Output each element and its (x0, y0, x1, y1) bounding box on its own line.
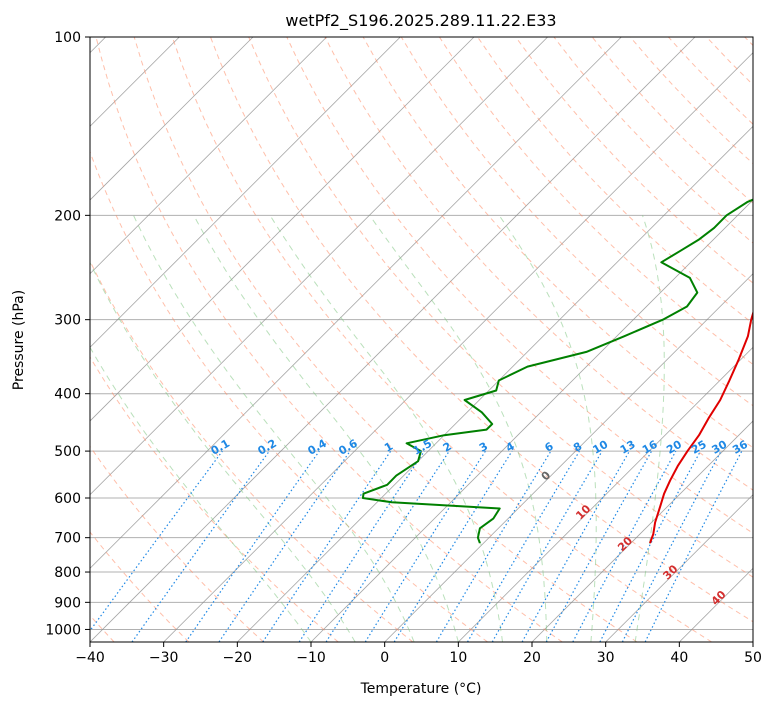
moist-adiabat-line (634, 215, 665, 642)
dry-adiabat-line (90, 150, 488, 642)
x-tick-label: 50 (744, 650, 762, 666)
mixing-ratio-line (521, 450, 631, 642)
mixing-ratio-line (644, 450, 743, 642)
temperature-trace (649, 309, 753, 544)
x-tick-label: 0 (380, 650, 389, 666)
background-lines (90, 37, 753, 642)
mixing-ratio-line (572, 450, 677, 642)
dry-adiabat-line (248, 37, 753, 578)
y-tick-label: 1000 (45, 622, 81, 638)
dry-adiabat-line (210, 37, 753, 623)
isotherm-line (237, 125, 753, 642)
x-tick-label: 40 (670, 650, 688, 666)
isotherm-line (90, 37, 696, 642)
mixing-ratio-line (325, 450, 450, 642)
dry-adiabat-line (515, 37, 753, 284)
x-tick-label: −40 (75, 650, 105, 666)
y-tick-label: 400 (54, 387, 81, 403)
x-tick-label: 30 (597, 650, 615, 666)
y-tick-label: 800 (54, 565, 81, 581)
y-axis-title: Pressure (hPa) (11, 290, 27, 390)
x-tick-label: 10 (449, 650, 467, 666)
moist-adiabat-line (193, 215, 459, 642)
x-axis-title: Temperature (°C) (360, 681, 482, 697)
y-tick-label: 200 (54, 208, 81, 224)
isotherm-line (458, 346, 753, 642)
x-tick-label: −30 (149, 650, 179, 666)
dry-adiabat-line (95, 37, 563, 642)
dry-adiabat-line (90, 259, 414, 642)
x-axis-ticks: −40 −30 −20 −10 0 10 20 30 40 50 (75, 642, 762, 666)
isotherm-line (90, 37, 254, 201)
mixing-ratio-line (90, 450, 223, 632)
moist-adiabat-line (133, 215, 415, 642)
moist-adiabat-line (90, 261, 356, 642)
x-tick-label: −20 (223, 650, 253, 666)
isotherm-line (90, 37, 475, 422)
y-tick-label: 300 (54, 313, 81, 329)
x-tick-label: −10 (296, 650, 326, 666)
mixing-ratio-line (545, 450, 653, 642)
dry-adiabat-line (400, 37, 753, 407)
mixing-ratio-line (393, 450, 513, 642)
moist-adiabat-line (269, 215, 503, 642)
isotherm-line (605, 494, 753, 642)
y-tick-label: 100 (54, 30, 81, 46)
chart-title: wetPf2_S196.2025.289.11.22.E33 (285, 11, 556, 31)
isotherm-line (90, 37, 548, 496)
y-tick-label: 900 (54, 595, 81, 611)
dry-adiabat-line (133, 37, 638, 642)
mixing-ratio-line (262, 450, 392, 642)
isotherm-line (163, 52, 753, 642)
dry-adiabat-line (171, 37, 712, 642)
y-tick-label: 600 (54, 491, 81, 507)
mixing-ratio-line (218, 450, 351, 642)
isotherm-line (90, 37, 327, 275)
mixing-ratio-line (185, 450, 320, 642)
dry-adiabat-line (90, 356, 339, 642)
dry-adiabat-line (438, 37, 753, 366)
moist-adiabat-line (90, 346, 312, 642)
isotherm-line (90, 37, 622, 569)
dry-adiabat-line (90, 531, 190, 642)
y-tick-label: 700 (54, 531, 81, 547)
y-axis-ticks: 100 200 300 400 500 600 700 800 900 1000 (45, 30, 90, 638)
mixing-ratio-line (298, 450, 425, 642)
dewpoint-trace (361, 198, 753, 544)
x-tick-label: 20 (523, 650, 541, 666)
dry-adiabat-line (90, 445, 264, 642)
sounding-traces (361, 198, 753, 544)
plot-frame (89, 36, 754, 643)
isotherm-line (90, 37, 401, 348)
moist-adiabat-line (369, 215, 548, 642)
dry-adiabat-line (286, 37, 753, 534)
isotherm-line (531, 420, 753, 642)
y-tick-label: 500 (54, 444, 81, 460)
mixing-ratio-line (131, 450, 270, 642)
isotherm-line (384, 273, 753, 642)
